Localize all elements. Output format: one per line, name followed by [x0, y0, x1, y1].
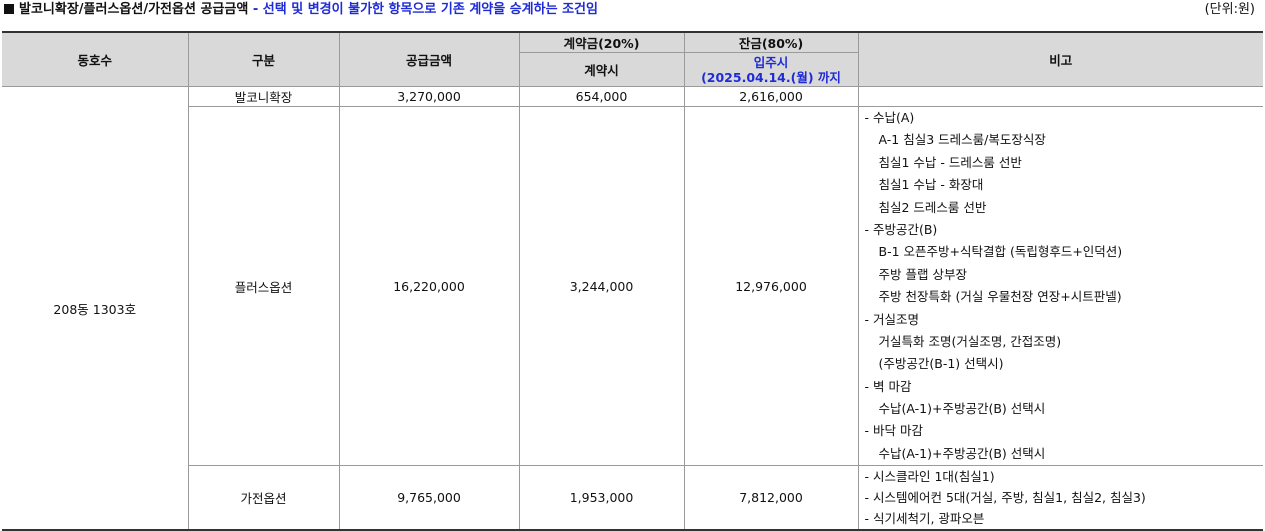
title-main: 발코니확장/플러스옵션/가전옵션 공급금액 [19, 2, 249, 17]
remark-line: - 식기세척기, 광파오븐 [864, 511, 985, 527]
row-balance: 7,812,000 [683, 465, 859, 531]
plus-option-remarks: - 수납(A) A-1 침실3 드레스룸/복도장식장 침실1 수납 - 드레스룸… [857, 105, 1263, 467]
row-category: 플러스옵션 [187, 105, 340, 467]
price-table: 동호수 구분 공급금액 계약금(20%) 잔금(80%) 비고 계약시 입주시 … [2, 31, 1263, 531]
title-note: 선택 및 변경이 불가한 항목으로 기존 계약을 승계하는 조건임 [262, 2, 598, 17]
unit-label: (단위:원) [1204, 2, 1255, 17]
row-balance: 12,976,000 [683, 105, 859, 467]
remark-line: 침실1 수납 - 드레스룸 선반 [878, 154, 1022, 170]
remark-line: 수납(A-1)+주방공간(B) 선택시 [878, 445, 1046, 461]
remark-line: - 수납(A) [864, 110, 915, 125]
remark-line: - 시스템에어컨 5대(거실, 주방, 침실1, 침실2, 침실3) [864, 490, 1146, 506]
header-unit-no: 동호수 [2, 31, 189, 87]
header-supply: 공급금액 [338, 31, 520, 87]
remark-line: - 시스클라인 1대(침실1) [864, 469, 995, 485]
header-category: 구분 [187, 31, 340, 87]
remark-line: 주방 플랩 상부장 [878, 266, 967, 282]
remark-line: 침실1 수납 - 화장대 [878, 177, 984, 193]
remark-line: - 바닥 마감 [864, 423, 923, 439]
header-balance: 잔금(80%) [683, 31, 859, 53]
row-supply: 3,270,000 [338, 86, 520, 107]
remark-line: B-1 오픈주방+식탁결합 (독립형후드+인덕션) [878, 244, 1123, 260]
header-remarks: 비고 [857, 31, 1263, 87]
remark-line: - 주방공간(B) [864, 221, 938, 237]
header-balance-sub: 입주시 (2025.04.14.(월) 까지 [683, 52, 859, 87]
header-deposit-sub: 계약시 [518, 52, 685, 87]
remark-line: (주방공간(B-1) 선택시) [878, 356, 1004, 372]
appliance-option-remarks: - 시스클라인 1대(침실1) - 시스템에어컨 5대(거실, 주방, 침실1,… [857, 465, 1263, 531]
row-remarks-empty [857, 86, 1263, 107]
remark-line: 거실특화 조명(거실조명, 간접조명) [878, 333, 1062, 349]
row-balance: 2,616,000 [683, 86, 859, 107]
remark-line: - 거실조명 [864, 311, 919, 327]
remark-line: 주방 천장특화 (거실 우물천장 연장+시트판넬) [878, 289, 1122, 305]
header-balance-sub2: (2025.04.14.(월) 까지 [701, 69, 841, 85]
row-supply: 16,220,000 [338, 105, 520, 467]
square-bullet-icon [4, 4, 14, 14]
remark-line: A-1 침실3 드레스룸/복도장식장 [878, 132, 1046, 148]
remark-line: 수납(A-1)+주방공간(B) 선택시 [878, 401, 1046, 417]
remark-line: 침실2 드레스룸 선반 [878, 199, 987, 215]
row-deposit: 654,000 [518, 86, 685, 107]
row-deposit: 3,244,000 [518, 105, 685, 467]
row-category: 가전옵션 [187, 465, 340, 531]
header-deposit: 계약금(20%) [518, 31, 685, 53]
page-title: 발코니확장/플러스옵션/가전옵션 공급금액 - 선택 및 변경이 불가한 항목으… [4, 0, 1261, 20]
unit-number-cell: 208동 1303호 [2, 86, 189, 531]
row-deposit: 1,953,000 [518, 465, 685, 531]
header-balance-sub1: 입주시 [753, 54, 789, 70]
remark-line: - 벽 마감 [864, 378, 912, 394]
title-separator: - [248, 2, 263, 17]
row-supply: 9,765,000 [338, 465, 520, 531]
row-category: 발코니확장 [187, 86, 340, 107]
